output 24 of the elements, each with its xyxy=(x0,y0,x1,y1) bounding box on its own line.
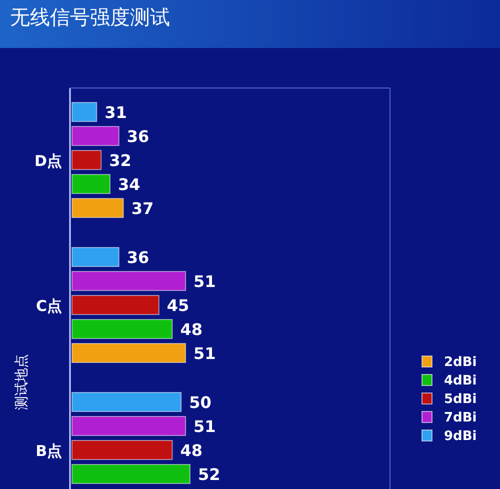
y-tick-label: D点 xyxy=(34,152,62,170)
data-label: 36 xyxy=(126,127,150,146)
legend-label: 5dBi xyxy=(444,392,477,407)
data-label: 32 xyxy=(109,151,132,170)
legend-label: 9dBi xyxy=(444,429,477,444)
data-label: 34 xyxy=(118,175,140,194)
data-label: 48 xyxy=(180,441,202,460)
y-axis-title: 测试地点 xyxy=(14,354,30,410)
data-label: 52 xyxy=(198,465,220,484)
data-label: 48 xyxy=(180,320,202,339)
data-label: 51 xyxy=(194,272,216,291)
data-label: 51 xyxy=(194,344,216,363)
data-label: 37 xyxy=(131,199,154,218)
data-label: 36 xyxy=(126,248,150,267)
legend-label: 2dBi xyxy=(444,355,477,370)
legend-label: 4dBi xyxy=(444,374,477,388)
y-tick-label: B点 xyxy=(36,442,62,460)
data-label: 50 xyxy=(189,393,212,412)
data-label: 31 xyxy=(104,103,127,122)
data-label: 51 xyxy=(194,417,216,436)
legend-label: 7dBi xyxy=(444,410,477,426)
y-tick-label: C点 xyxy=(36,297,62,315)
data-label: 45 xyxy=(166,296,190,315)
chart-title: 无线信号强度测试 xyxy=(10,5,170,29)
